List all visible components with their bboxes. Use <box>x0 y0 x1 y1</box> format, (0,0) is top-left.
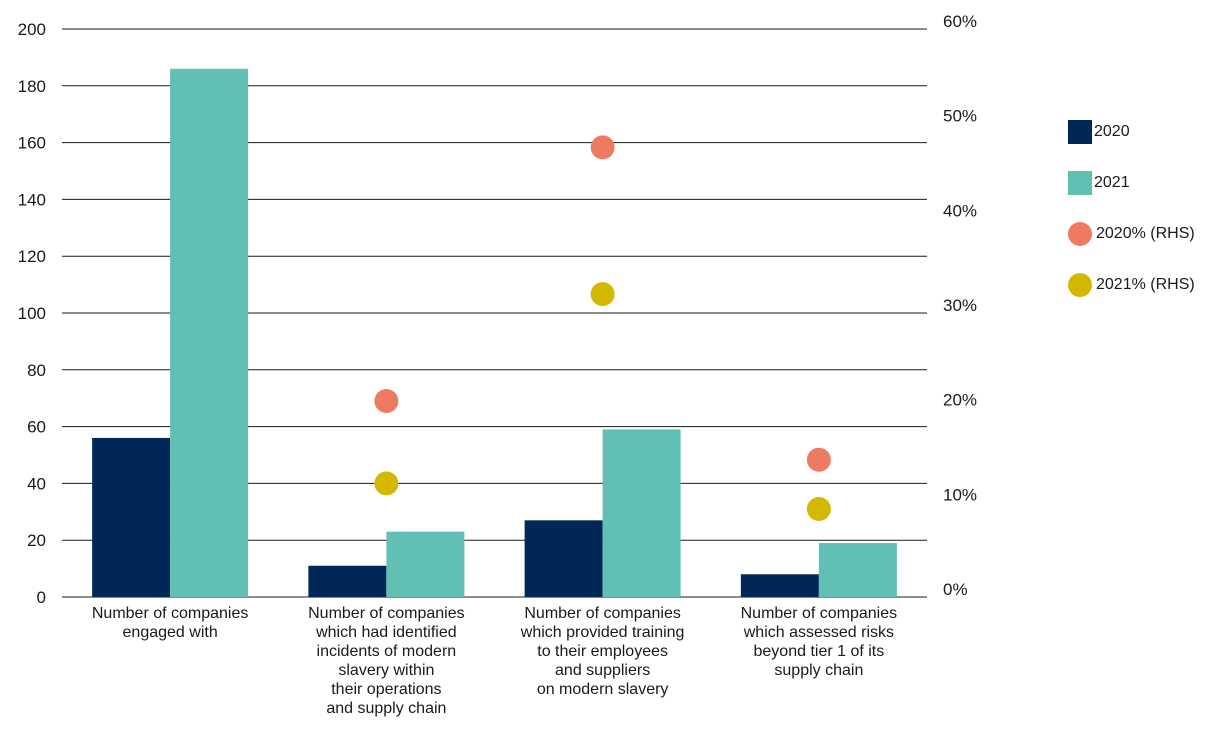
point-2021% <box>806 496 831 521</box>
right-tick-label: 50% <box>943 107 977 126</box>
left-tick-label: 100 <box>18 304 46 323</box>
bar-2021 <box>602 429 681 597</box>
right-tick-label: 10% <box>943 485 977 504</box>
point-2021% <box>590 282 615 307</box>
bar-2020 <box>524 520 603 597</box>
point-2020% <box>806 447 831 472</box>
left-tick-label: 120 <box>18 247 46 266</box>
legend-label: 2021% (RHS) <box>1096 276 1195 293</box>
right-tick-label: 20% <box>943 391 977 410</box>
right-tick-label: 0% <box>943 580 968 599</box>
bars <box>92 68 897 597</box>
left-tick-label: 140 <box>18 190 46 209</box>
legend-item: 2020 <box>1068 120 1195 144</box>
legend-item: 2021% (RHS) <box>1068 273 1195 297</box>
category-label: Number of companies engaged with <box>92 605 249 641</box>
left-axis: 0 20 40 60 80 100 120 140 160 180 200 <box>18 20 46 607</box>
left-tick-label: 40 <box>27 474 46 493</box>
left-tick-label: 80 <box>27 361 46 380</box>
bar-2021 <box>818 543 897 597</box>
legend-item: 2021 <box>1068 171 1195 195</box>
bar-2021 <box>170 68 249 597</box>
bar-2021 <box>386 531 465 597</box>
legend-swatch <box>1068 171 1092 195</box>
legend-swatch <box>1068 222 1092 246</box>
point-2020% <box>590 135 615 160</box>
bar-2020 <box>308 565 387 597</box>
left-tick-label: 0 <box>37 588 46 607</box>
legend-swatch <box>1068 120 1092 144</box>
legend-label: 2020 <box>1094 123 1130 140</box>
legend-item: 2020% (RHS) <box>1068 222 1195 246</box>
bar-2020 <box>740 574 819 597</box>
point-2021% <box>374 471 399 496</box>
category-label: Number of companies which provided traini… <box>520 605 685 698</box>
points <box>374 135 831 521</box>
right-tick-label: 60% <box>943 12 977 31</box>
category-label: Number of companies which had identified i… <box>308 605 465 717</box>
point-2020% <box>374 389 399 414</box>
left-tick-label: 20 <box>27 531 46 550</box>
legend-label: 2020% (RHS) <box>1096 225 1195 242</box>
category-label: Number of companies which assessed risks b… <box>741 605 898 679</box>
legend-label: 2021 <box>1094 174 1130 191</box>
left-tick-label: 200 <box>18 20 46 39</box>
right-tick-label: 30% <box>943 296 977 315</box>
legend: 2020 2021 2020% (RHS) 2021% (RHS) <box>1068 120 1195 324</box>
left-tick-label: 180 <box>18 77 46 96</box>
category-labels: Number of companies engaged with Number of… <box>92 605 897 717</box>
legend-swatch <box>1068 273 1092 297</box>
left-tick-label: 160 <box>18 134 46 153</box>
right-axis: 0% 10% 20% 30% 40% 50% 60% <box>943 12 977 599</box>
right-tick-label: 40% <box>943 201 977 220</box>
bar-2020 <box>92 437 171 597</box>
left-tick-label: 60 <box>27 418 46 437</box>
